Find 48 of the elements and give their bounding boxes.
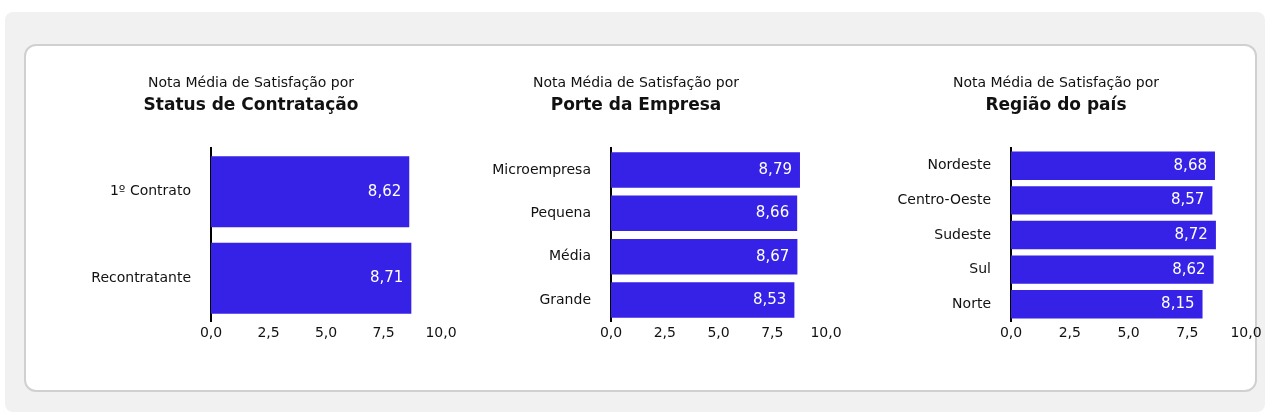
y-tick-label: Nordeste — [927, 156, 991, 173]
data-label: 8,15 — [1161, 294, 1195, 313]
x-tick-label: 7,5 — [1176, 323, 1199, 340]
x-tick-label: 10,0 — [1230, 323, 1262, 340]
x-tick-label: 7,5 — [372, 323, 395, 340]
y-tick-label: Recontratante — [91, 268, 191, 285]
chart-subtitle: Nota Média de Satisfação por — [531, 74, 741, 92]
y-tick-label: Sul — [969, 260, 991, 277]
x-tick-label: 2,5 — [257, 323, 280, 340]
data-label: 8,67 — [756, 246, 790, 265]
x-tick-label: 0,0 — [999, 323, 1023, 340]
y-tick-label: Grande — [539, 290, 591, 307]
x-tick-label: 0,0 — [599, 323, 623, 340]
x-tick-label: 0,0 — [199, 323, 223, 340]
bar — [1011, 186, 1213, 215]
y-tick-label: Microempresa — [492, 160, 591, 177]
x-tick-label: 10,0 — [425, 323, 457, 340]
bar — [1011, 151, 1215, 180]
chart-title: Status de Contratação — [142, 94, 360, 116]
x-tick-label: 5,0 — [707, 323, 730, 340]
data-label: 8,62 — [1172, 259, 1206, 278]
x-tick-label: 5,0 — [314, 323, 338, 340]
x-tick-label: 2,5 — [1058, 323, 1081, 340]
y-tick-label: Média — [548, 247, 591, 264]
y-tick-label: Pequena — [530, 203, 591, 220]
data-label: 8,57 — [1170, 190, 1205, 209]
chart-title: Região do país — [984, 94, 1128, 116]
chart-subtitle: Nota Média de Satisfação por — [146, 74, 356, 92]
y-tick-label: Norte — [952, 294, 991, 311]
y-tick-label: Sudeste — [934, 225, 991, 242]
data-label: 8,68 — [1173, 155, 1207, 174]
data-label: 8,72 — [1174, 224, 1208, 243]
x-tick-label: 2,5 — [653, 323, 676, 340]
y-tick-label: Centro-Oeste — [897, 191, 991, 207]
bar — [1011, 220, 1216, 250]
x-tick-label: 7,5 — [761, 323, 784, 340]
data-label: 8,66 — [755, 203, 790, 222]
bar — [1011, 290, 1203, 319]
data-label: 8,62 — [367, 181, 402, 200]
chart-title: Porte da Empresa — [549, 94, 723, 116]
data-label: 8,79 — [758, 159, 792, 178]
y-tick-label: 1º Contrato — [109, 182, 191, 199]
chart-subtitle: Nota Média de Satisfação por — [951, 74, 1161, 92]
data-label: 8,53 — [752, 289, 787, 308]
x-tick-label: 5,0 — [1117, 323, 1140, 340]
bar — [1011, 255, 1214, 284]
data-label: 8,71 — [369, 268, 404, 287]
x-tick-label: 10,0 — [810, 323, 842, 340]
